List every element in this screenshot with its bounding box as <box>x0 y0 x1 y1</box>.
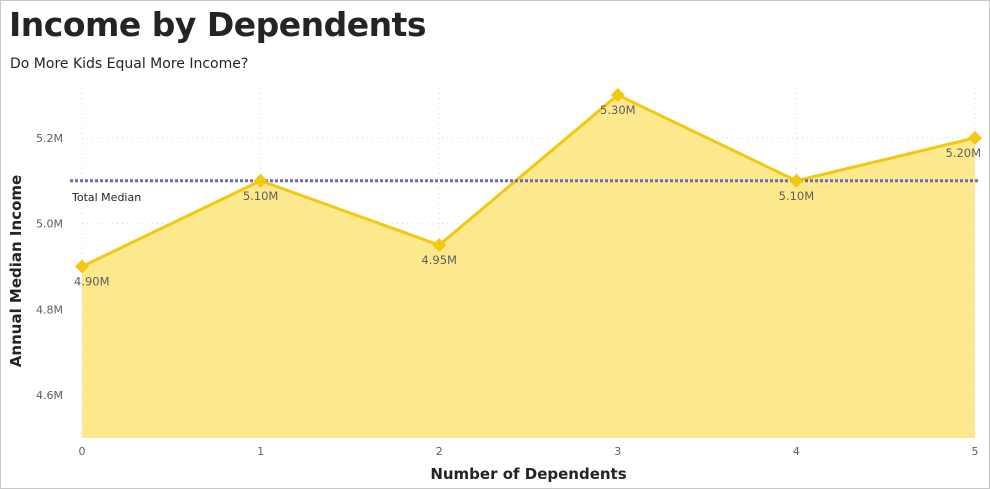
data-marker <box>789 173 804 188</box>
x-tick-label: 2 <box>436 445 443 458</box>
data-marker <box>432 238 447 253</box>
data-label: 5.10M <box>779 189 815 203</box>
x-axis-ticks: 0 1 2 3 4 5 <box>79 445 979 458</box>
y-axis-ticks: 4.6M 4.8M 5.0M 5.2M <box>36 132 63 402</box>
data-label: 5.10M <box>243 189 279 203</box>
y-tick-label: 5.0M <box>36 218 63 231</box>
x-tick-label: 3 <box>614 445 621 458</box>
data-marker <box>253 173 268 188</box>
area-fill <box>82 95 975 438</box>
x-tick-label: 5 <box>972 445 979 458</box>
data-markers <box>75 88 982 274</box>
data-label: 5.30M <box>600 103 636 117</box>
x-tick-label: 0 <box>79 445 86 458</box>
y-tick-label: 5.2M <box>36 132 63 145</box>
y-tick-label: 4.8M <box>36 303 63 316</box>
data-marker <box>75 259 89 274</box>
total-median-label: Total Median <box>71 191 141 204</box>
data-marker <box>968 130 982 145</box>
y-axis-title: Annual Median Income <box>7 175 25 367</box>
chart-subtitle: Do More Kids Equal More Income? <box>10 56 249 72</box>
data-marker <box>610 88 625 102</box>
data-labels: 4.90M 5.10M 4.95M 5.30M 5.10M 5.20M <box>74 103 981 289</box>
x-tick-label: 4 <box>793 445 800 458</box>
x-axis-title: Number of Dependents <box>430 465 626 483</box>
chart-title: Income by Dependents <box>9 5 427 44</box>
x-tick-label: 1 <box>257 445 264 458</box>
series-line <box>81 93 976 268</box>
data-label: 4.95M <box>421 253 457 267</box>
y-tick-label: 4.6M <box>36 389 63 402</box>
data-label: 5.20M <box>945 146 981 160</box>
data-label: 4.90M <box>74 275 110 289</box>
